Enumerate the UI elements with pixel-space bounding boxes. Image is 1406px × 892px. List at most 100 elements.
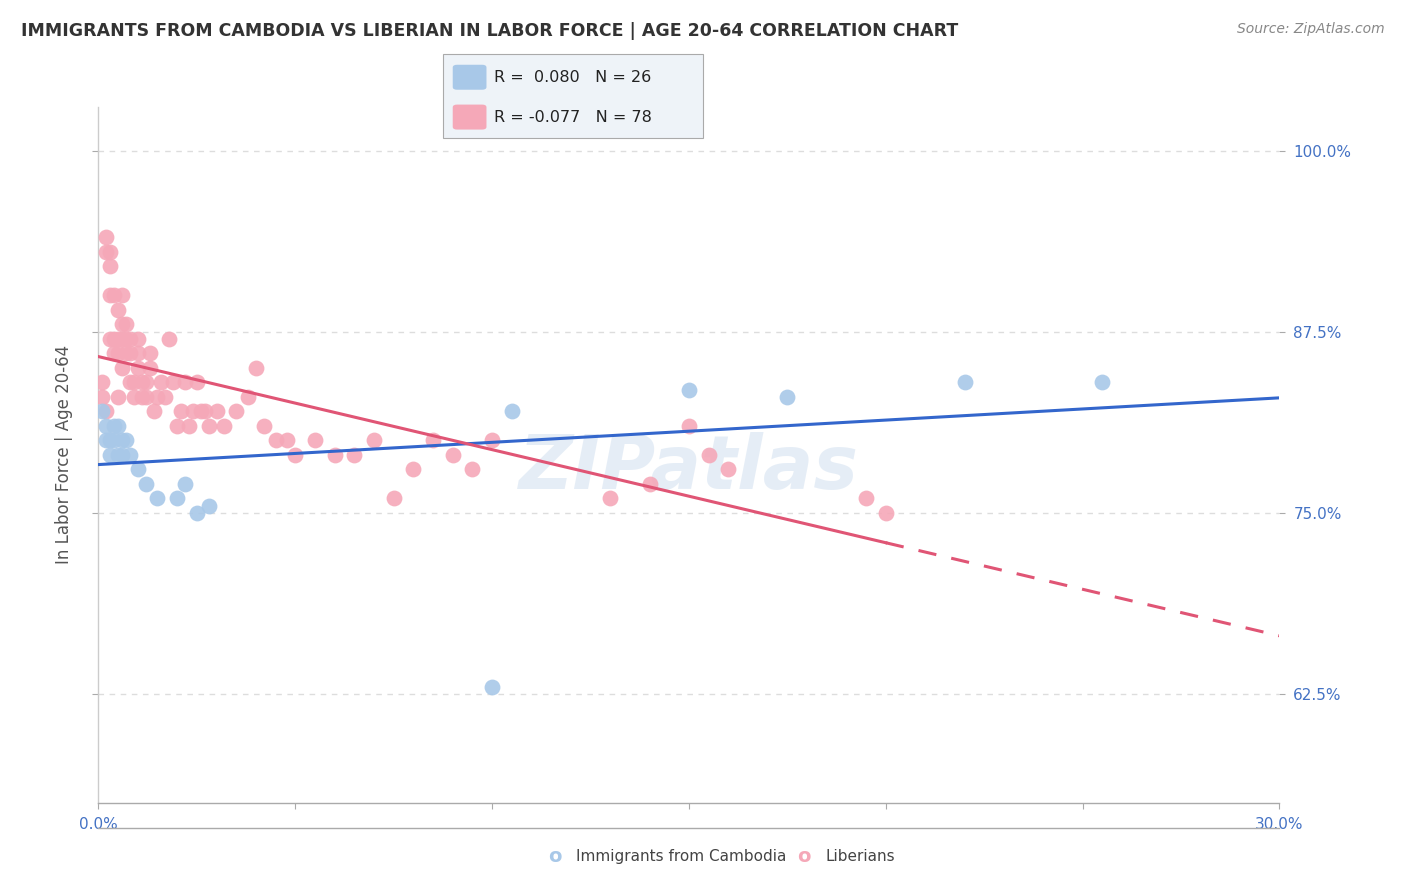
- Point: [422, 434, 444, 448]
- Point: [245, 361, 267, 376]
- Point: [127, 462, 149, 476]
- Point: [103, 288, 125, 302]
- Point: [875, 506, 897, 520]
- Point: [131, 390, 153, 404]
- Point: [697, 448, 720, 462]
- Point: [111, 448, 134, 462]
- Point: [146, 390, 169, 404]
- Point: [111, 361, 134, 376]
- Point: [107, 346, 129, 360]
- Point: [127, 332, 149, 346]
- Point: [776, 390, 799, 404]
- Point: [103, 332, 125, 346]
- Point: [181, 404, 204, 418]
- Point: [194, 404, 217, 418]
- Point: [276, 434, 298, 448]
- Point: [177, 419, 200, 434]
- Point: [1091, 376, 1114, 390]
- Point: [111, 434, 134, 448]
- Point: [107, 303, 129, 318]
- Point: [96, 230, 118, 244]
- Point: [111, 318, 134, 332]
- Point: [174, 477, 197, 491]
- Point: [91, 390, 114, 404]
- Point: [150, 376, 173, 390]
- Point: [186, 506, 208, 520]
- Point: [98, 288, 121, 302]
- Point: [284, 448, 307, 462]
- Text: R =  0.080   N = 26: R = 0.080 N = 26: [494, 70, 651, 85]
- Point: [197, 419, 219, 434]
- Point: [118, 346, 141, 360]
- Point: [122, 390, 145, 404]
- Point: [402, 462, 425, 476]
- Point: [98, 448, 121, 462]
- Point: [304, 434, 326, 448]
- Point: [638, 477, 661, 491]
- Point: [103, 346, 125, 360]
- Point: [98, 244, 121, 259]
- Point: [363, 434, 385, 448]
- Point: [717, 462, 740, 476]
- Point: [96, 244, 118, 259]
- Point: [118, 448, 141, 462]
- Point: [107, 390, 129, 404]
- Point: [162, 376, 184, 390]
- Point: [91, 376, 114, 390]
- Point: [441, 448, 464, 462]
- Point: [107, 332, 129, 346]
- Point: [382, 491, 405, 506]
- Point: [157, 332, 180, 346]
- Text: Immigrants from Cambodia: Immigrants from Cambodia: [576, 849, 787, 863]
- Point: [135, 390, 157, 404]
- Point: [225, 404, 247, 418]
- Point: [953, 376, 976, 390]
- Point: [138, 346, 160, 360]
- Point: [98, 260, 121, 274]
- Text: o: o: [797, 847, 811, 866]
- Point: [599, 491, 621, 506]
- Point: [111, 332, 134, 346]
- Point: [166, 491, 188, 506]
- Point: [122, 376, 145, 390]
- Point: [96, 419, 118, 434]
- Point: [253, 419, 276, 434]
- Point: [98, 332, 121, 346]
- Text: Liberians: Liberians: [825, 849, 896, 863]
- Point: [135, 477, 157, 491]
- Point: [197, 499, 219, 513]
- Point: [264, 434, 287, 448]
- Point: [146, 491, 169, 506]
- Point: [135, 376, 157, 390]
- Point: [96, 434, 118, 448]
- Point: [127, 361, 149, 376]
- Point: [142, 404, 165, 418]
- Point: [481, 434, 503, 448]
- Text: Source: ZipAtlas.com: Source: ZipAtlas.com: [1237, 22, 1385, 37]
- Point: [91, 404, 114, 418]
- Text: o: o: [548, 847, 562, 866]
- Point: [855, 491, 877, 506]
- Point: [190, 404, 212, 418]
- Point: [481, 680, 503, 694]
- Point: [107, 419, 129, 434]
- Text: IMMIGRANTS FROM CAMBODIA VS LIBERIAN IN LABOR FORCE | AGE 20-64 CORRELATION CHAR: IMMIGRANTS FROM CAMBODIA VS LIBERIAN IN …: [21, 22, 959, 40]
- Point: [155, 390, 177, 404]
- Point: [115, 434, 138, 448]
- Point: [115, 318, 138, 332]
- Point: [678, 419, 700, 434]
- Point: [115, 332, 138, 346]
- Point: [115, 346, 138, 360]
- Point: [170, 404, 193, 418]
- Point: [127, 346, 149, 360]
- Point: [111, 288, 134, 302]
- Point: [118, 332, 141, 346]
- Point: [118, 376, 141, 390]
- Point: [103, 419, 125, 434]
- Point: [138, 361, 160, 376]
- Point: [501, 404, 523, 418]
- Point: [205, 404, 228, 418]
- Point: [343, 448, 366, 462]
- Point: [214, 419, 236, 434]
- Point: [174, 376, 197, 390]
